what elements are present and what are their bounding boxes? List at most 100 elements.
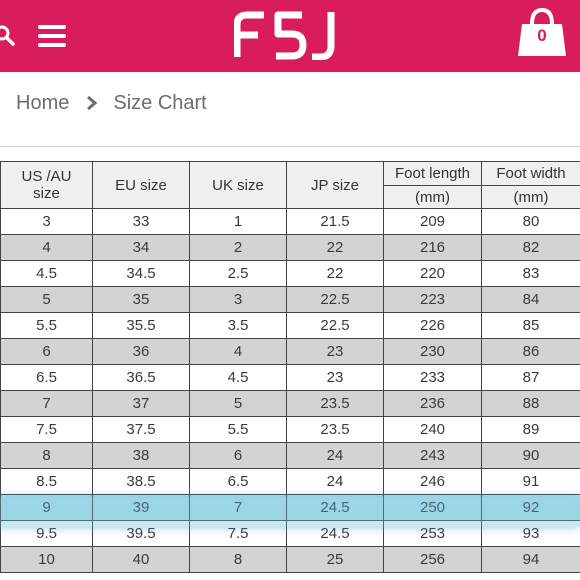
table-row: 5 35 3 22.5 223 84 bbox=[0, 286, 580, 313]
cell-jp: 23 bbox=[286, 338, 384, 365]
cell-eu: 35 bbox=[92, 286, 190, 313]
cell-eu: 36.5 bbox=[92, 364, 190, 391]
cell-us-au: 5 bbox=[0, 286, 93, 313]
cell-jp: 21.5 bbox=[286, 208, 384, 235]
size-chart-table: US /AU size EU size UK size JP size Foot … bbox=[0, 161, 580, 573]
cart-button[interactable]: 0 bbox=[514, 4, 570, 60]
cell-foot-width: 85 bbox=[481, 312, 580, 339]
table-row: 4 34 2 22 216 82 bbox=[0, 234, 580, 261]
header-jp-size: JP size bbox=[286, 161, 384, 209]
cell-us-au: 5.5 bbox=[0, 312, 93, 339]
cell-foot-width: 86 bbox=[481, 338, 580, 365]
cell-foot-width: 92 bbox=[481, 494, 580, 521]
breadcrumb: Home Size Chart bbox=[16, 90, 207, 116]
cell-foot-length: 233 bbox=[383, 364, 482, 391]
cell-eu: 35.5 bbox=[92, 312, 190, 339]
cell-jp: 22 bbox=[286, 260, 384, 287]
cell-uk: 6 bbox=[189, 442, 287, 469]
menu-icon[interactable] bbox=[38, 25, 66, 47]
shopping-bag-icon bbox=[518, 7, 566, 56]
breadcrumb-current: Size Chart bbox=[113, 91, 207, 114]
cell-foot-length: 253 bbox=[383, 520, 482, 547]
site-header: 0 bbox=[0, 0, 580, 72]
cell-foot-length: 243 bbox=[383, 442, 482, 469]
cell-us-au: 3 bbox=[0, 208, 93, 235]
cell-uk: 3.5 bbox=[189, 312, 287, 339]
cart-count: 0 bbox=[537, 26, 547, 45]
cell-foot-width: 94 bbox=[481, 546, 580, 573]
header-foot-length: Foot length bbox=[383, 161, 482, 186]
cell-jp: 24.5 bbox=[286, 494, 384, 521]
cell-jp: 25 bbox=[286, 546, 384, 573]
header-eu-size: EU size bbox=[92, 161, 190, 209]
table-row: 3 33 1 21.5 209 80 bbox=[0, 208, 580, 235]
cell-us-au: 9.5 bbox=[0, 520, 93, 547]
header-foot-length-unit: (mm) bbox=[383, 185, 482, 209]
cell-us-au: 7.5 bbox=[0, 416, 93, 443]
header-foot-width-unit: (mm) bbox=[481, 185, 580, 209]
table-row: 7 37 5 23.5 236 88 bbox=[0, 390, 580, 417]
cell-foot-length: 236 bbox=[383, 390, 482, 417]
cell-eu: 38 bbox=[92, 442, 190, 469]
cell-uk: 5.5 bbox=[189, 416, 287, 443]
cell-jp: 22.5 bbox=[286, 312, 384, 339]
cell-uk: 7 bbox=[189, 494, 287, 521]
table-row: 9 39 7 24.5 250 92 bbox=[0, 494, 580, 521]
cell-foot-width: 91 bbox=[481, 468, 580, 495]
cell-uk: 3 bbox=[189, 286, 287, 313]
cell-jp: 24.5 bbox=[286, 520, 384, 547]
header-us-au-size: US /AU size bbox=[0, 161, 93, 209]
cell-eu: 34 bbox=[92, 234, 190, 261]
cell-eu: 34.5 bbox=[92, 260, 190, 287]
cell-uk: 4 bbox=[189, 338, 287, 365]
table-row: 7.5 37.5 5.5 23.5 240 89 bbox=[0, 416, 580, 443]
divider bbox=[0, 146, 580, 147]
table-row: 10 40 8 25 256 94 bbox=[0, 546, 580, 573]
cell-eu: 39 bbox=[92, 494, 190, 521]
cell-uk: 4.5 bbox=[189, 364, 287, 391]
cell-uk: 2 bbox=[189, 234, 287, 261]
cell-foot-width: 84 bbox=[481, 286, 580, 313]
cell-foot-width: 90 bbox=[481, 442, 580, 469]
cell-eu: 36 bbox=[92, 338, 190, 365]
cell-uk: 1 bbox=[189, 208, 287, 235]
cell-eu: 37 bbox=[92, 390, 190, 417]
cell-us-au: 8.5 bbox=[0, 468, 93, 495]
cell-foot-length: 209 bbox=[383, 208, 482, 235]
cell-foot-width: 89 bbox=[481, 416, 580, 443]
cell-foot-length: 220 bbox=[383, 260, 482, 287]
fsj-logo[interactable] bbox=[234, 10, 338, 60]
table-row: 9.5 39.5 7.5 24.5 253 93 bbox=[0, 520, 580, 547]
cell-uk: 2.5 bbox=[189, 260, 287, 287]
table-row: 8.5 38.5 6.5 24 246 91 bbox=[0, 468, 580, 495]
cell-us-au: 4 bbox=[0, 234, 93, 261]
cell-foot-length: 250 bbox=[383, 494, 482, 521]
cell-jp: 24 bbox=[286, 442, 384, 469]
cell-foot-length: 226 bbox=[383, 312, 482, 339]
cell-jp: 23 bbox=[286, 364, 384, 391]
cell-eu: 40 bbox=[92, 546, 190, 573]
cell-eu: 38.5 bbox=[92, 468, 190, 495]
search-icon[interactable] bbox=[0, 24, 16, 46]
header-uk-size: UK size bbox=[189, 161, 287, 209]
cell-foot-width: 80 bbox=[481, 208, 580, 235]
cell-us-au: 10 bbox=[0, 546, 93, 573]
cell-foot-length: 246 bbox=[383, 468, 482, 495]
table-row: 6 36 4 23 230 86 bbox=[0, 338, 580, 365]
cell-foot-length: 256 bbox=[383, 546, 482, 573]
chevron-right-icon bbox=[87, 95, 98, 111]
cell-us-au: 8 bbox=[0, 442, 93, 469]
table-row: 4.5 34.5 2.5 22 220 83 bbox=[0, 260, 580, 287]
cell-uk: 7.5 bbox=[189, 520, 287, 547]
cell-us-au: 9 bbox=[0, 494, 93, 521]
cell-jp: 22 bbox=[286, 234, 384, 261]
cell-foot-length: 240 bbox=[383, 416, 482, 443]
table-row: 6.5 36.5 4.5 23 233 87 bbox=[0, 364, 580, 391]
breadcrumb-home-link[interactable]: Home bbox=[16, 91, 70, 114]
header-foot-width: Foot width bbox=[481, 161, 580, 186]
cell-jp: 24 bbox=[286, 468, 384, 495]
cell-eu: 37.5 bbox=[92, 416, 190, 443]
cell-uk: 6.5 bbox=[189, 468, 287, 495]
cell-foot-length: 223 bbox=[383, 286, 482, 313]
cell-jp: 23.5 bbox=[286, 390, 384, 417]
